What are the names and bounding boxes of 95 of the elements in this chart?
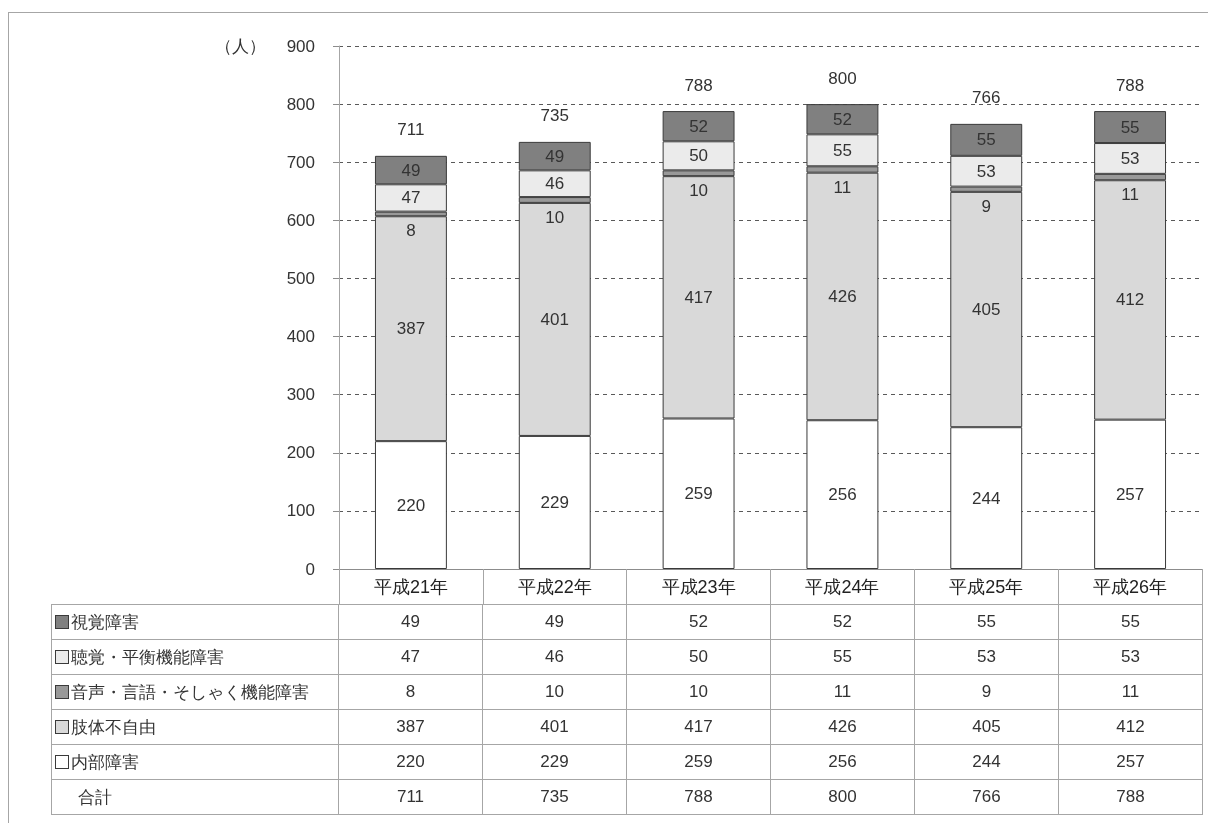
data-label: 11	[1121, 682, 1140, 701]
text: 53	[1120, 148, 1140, 168]
text: 401	[540, 309, 569, 329]
text: 47	[401, 188, 421, 208]
text: 10	[689, 181, 709, 201]
text: 50	[689, 146, 709, 166]
text: 711	[396, 787, 425, 806]
x-tick-label: 平成23年	[661, 577, 736, 597]
data-label: 55	[833, 647, 852, 666]
total-label: 735	[540, 106, 569, 126]
x-tick-label: 平成21年	[373, 577, 448, 597]
legend-label: 聴覚・平衡機能障害	[71, 647, 224, 667]
text: 46	[545, 174, 565, 194]
text: 49	[545, 146, 565, 166]
text: 229	[540, 492, 569, 512]
data-label: 256	[828, 752, 857, 771]
text: 244	[972, 488, 1001, 508]
text: 387	[396, 319, 426, 339]
y-axis-title: （人）	[215, 36, 266, 56]
data-label: 220	[396, 752, 425, 771]
x-tick-label: 平成22年	[517, 577, 592, 597]
text: 417	[684, 287, 713, 307]
text: 256	[828, 485, 857, 505]
text: 412	[1115, 290, 1145, 310]
total-label: 788	[1115, 75, 1145, 95]
y-tick-label: 600	[286, 210, 315, 230]
data-label: 426	[828, 717, 857, 736]
y-tick-label: 700	[286, 152, 315, 172]
total-label: 788	[684, 75, 713, 95]
data-label: 9	[981, 682, 992, 701]
text: 49	[401, 160, 421, 180]
text: 55	[976, 130, 996, 150]
data-label: 55	[1121, 612, 1140, 631]
data-label: 47	[401, 647, 420, 666]
total-label: 711	[397, 120, 425, 140]
legend-label: 視覚障害	[71, 612, 139, 632]
text: 426	[828, 286, 857, 306]
data-label: 387	[396, 717, 425, 736]
data-label: 405	[972, 717, 1001, 736]
x-tick-label: 平成24年	[805, 577, 880, 597]
text: 合計	[78, 787, 112, 807]
y-tick-label: 500	[286, 268, 315, 288]
data-label: 229	[540, 752, 569, 771]
x-tick-label: 平成26年	[1093, 577, 1168, 597]
y-tick-label: 400	[286, 327, 315, 347]
data-label: 8	[405, 682, 416, 701]
data-label: 11	[833, 682, 852, 701]
y-tick-label: 300	[286, 385, 315, 405]
legend-label: 音声・言語・そしゃく機能障害	[71, 682, 309, 702]
data-label: 417	[684, 717, 713, 736]
y-tick-label: 0	[305, 559, 315, 579]
y-tick-label: 200	[286, 443, 315, 463]
data-label: 10	[545, 682, 564, 701]
data-label: 10	[689, 682, 708, 701]
total-label: 766	[972, 88, 1001, 108]
text: 9	[981, 196, 991, 216]
data-label: 259	[684, 752, 713, 771]
text: 257	[1115, 484, 1145, 504]
data-label: 257	[1116, 752, 1145, 771]
text: 52	[832, 109, 852, 129]
text: 11	[833, 177, 852, 197]
text: 220	[396, 495, 426, 515]
x-tick-label: 平成25年	[949, 577, 1024, 597]
y-tick-label: 100	[286, 501, 315, 521]
text: 53	[976, 161, 996, 181]
data-label: 50	[689, 647, 708, 666]
text: 52	[689, 116, 709, 136]
data-label: 244	[972, 752, 1001, 771]
text: 55	[1120, 117, 1140, 137]
data-label: 401	[540, 717, 569, 736]
data-label: 55	[977, 612, 996, 631]
data-label: 46	[545, 647, 564, 666]
text: 405	[972, 300, 1001, 320]
text: 11	[1121, 185, 1139, 205]
text: 800	[828, 787, 857, 806]
text: 259	[684, 484, 713, 504]
data-label: 49	[401, 612, 420, 631]
data-label: 53	[977, 647, 996, 666]
data-label: 49	[545, 612, 564, 631]
text: 10	[545, 207, 565, 227]
total-label: 800	[828, 68, 857, 88]
legend-label: 肢体不自由	[71, 717, 156, 737]
data-label: 52	[833, 612, 852, 631]
legend-label: 内部障害	[71, 752, 139, 772]
text: 788	[684, 787, 713, 806]
text: 8	[406, 221, 416, 241]
data-label: 412	[1116, 717, 1145, 736]
data-label: 53	[1121, 647, 1140, 666]
text: 766	[972, 787, 1001, 806]
y-tick-label: 800	[286, 94, 315, 114]
text: 788	[1116, 787, 1145, 806]
text: 55	[832, 140, 852, 160]
data-label: 52	[689, 612, 708, 631]
text: 735	[540, 787, 569, 806]
y-tick-label: 900	[286, 36, 315, 56]
